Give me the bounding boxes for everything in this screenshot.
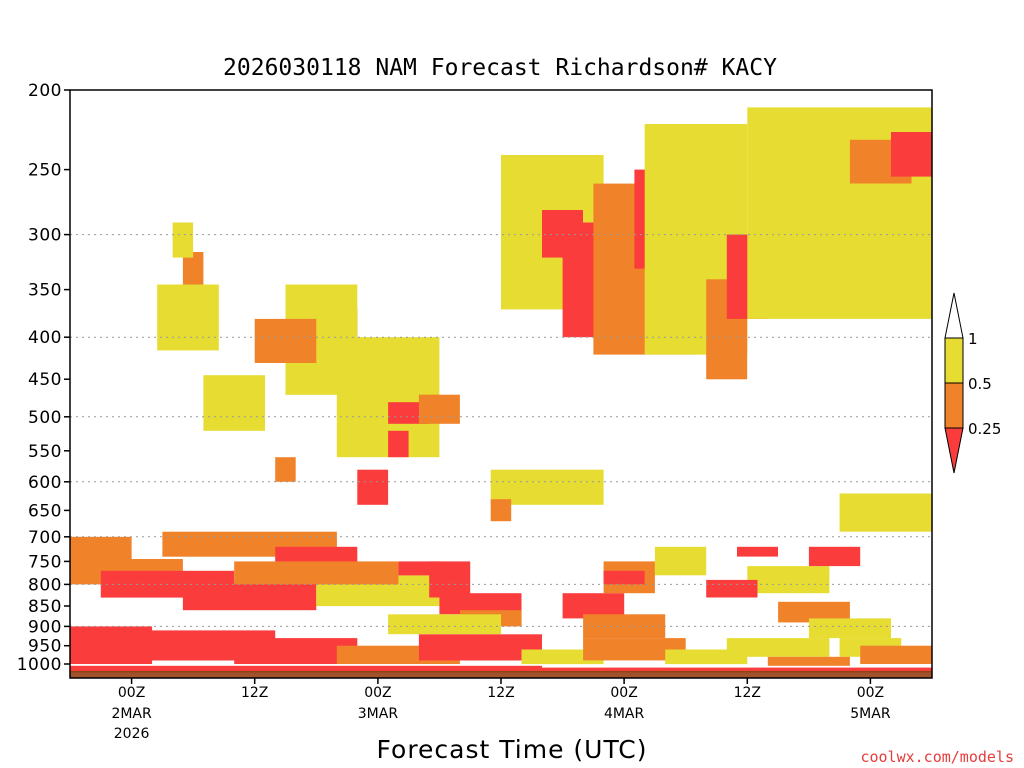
heatmap-cell-72 [726,638,830,657]
x-tick-date-2: 3MAR [358,706,399,722]
x-tick-label-0: 00Z [118,685,145,701]
y-tick-label-650: 650 [28,501,62,521]
heatmap-cell-14 [275,457,296,482]
heatmap-cell-46 [439,593,522,615]
y-tick-label-700: 700 [28,528,62,548]
heatmap-cell-71 [665,649,748,665]
chart-title: 2026030118 NAM Forecast Richardson# KACY [223,55,777,81]
legend: 1 0.5 0.25 [944,292,1001,474]
heatmap-cell-59 [808,618,891,639]
y-tick-label-850: 850 [28,597,62,617]
heatmap-cell-48 [388,614,501,635]
heatmap-cell-63 [542,667,932,672]
y-tick-label-500: 500 [28,408,62,428]
heatmap-cell-44 [398,561,440,576]
y-tick-label-550: 550 [28,442,62,462]
y-tick-label-750: 750 [28,552,62,572]
heatmap-cell-33 [490,499,512,522]
heatmap-cell-10 [388,402,430,424]
y-tick-label-300: 300 [28,226,62,246]
y-tick-label-1000: 1000 [17,655,62,675]
legend-bin-yellow [944,337,964,384]
heatmap-cell-57 [778,601,850,623]
x-tick-label-6: 00Z [857,685,884,701]
heatmap-cell-43 [234,561,399,585]
heatmap-cell-11 [388,430,409,458]
heatmap-cell-53 [654,546,707,576]
heatmap-cell-62 [70,665,542,672]
heatmap-cell-35 [839,493,932,532]
heatmap-cell-51 [603,570,645,585]
y-tick-label-950: 950 [28,637,62,657]
heatmap-cell-73 [767,656,850,666]
y-tick-label-600: 600 [28,473,62,493]
heatmap-cell-55 [737,546,778,557]
legend-bin-bottom [944,427,964,474]
y-tick-label-900: 900 [28,617,62,637]
y-tick-label-200: 200 [28,81,62,101]
heatmap-cell-66 [234,638,358,664]
heatmap-cell-7 [254,318,317,363]
x-tick-label-5: 12Z [734,685,761,701]
heatmap-cell-12 [418,394,460,424]
heatmap-cell-58 [808,546,861,567]
x-tick-label-1: 12Z [241,685,268,701]
heatmap-cell-56 [706,579,758,598]
heatmap-cell-13 [357,469,389,505]
heatmap-cell-54 [747,566,830,594]
y-axis: 200 250 300 350 400 450 500 550 600 650 700 750 8008… [17,81,70,675]
heatmap-cell-69 [521,649,604,665]
legend-label-2: 0.25 [968,420,1001,438]
x-tick-label-3: 12Z [487,685,514,701]
heatmap-cell-61 [860,645,932,664]
y-tick-label-350: 350 [28,281,62,301]
heatmap-cell-41 [275,546,358,567]
x-tick-label-2: 00Z [364,685,391,701]
heatmap-cell-68 [418,634,542,661]
terrain-layer [70,671,932,678]
heatmap-cell-4 [203,375,265,431]
x-tick-year-0: 2026 [114,726,150,742]
heatmap-cell-32 [490,469,604,505]
heatmap-cell-2 [172,222,194,258]
x-tick-label-4: 00Z [610,685,637,701]
y-tick-label-450: 450 [28,370,62,390]
legend-bin-orange [944,382,964,429]
y-tick-label-250: 250 [28,161,62,181]
x-tick-date-0: 2MAR [111,706,152,722]
x-tick-date-6: 5MAR [850,706,891,722]
legend-label-1: 0.5 [968,375,992,393]
heatmap-cell-39 [182,582,317,611]
heatmap-cell-1 [157,284,219,351]
x-axis-label: Forecast Time (UTC) [377,735,648,764]
x-axis: 00Z 2MAR 2026 12Z 00Z 3MAR 12Z 00Z 4MAR 12Z 00Z 5MA… [111,678,891,742]
legend-bin-top [944,292,964,339]
heatmap-cell-64 [70,626,153,664]
heatmap-cell-52 [583,614,666,639]
credit-link[interactable]: coolwx.com/models [860,748,1014,766]
heatmap-cell-30 [891,132,932,177]
x-tick-date-4: 4MAR [604,706,645,722]
legend-label-0: 1 [968,330,978,348]
y-tick-label-800: 800 [28,575,62,595]
heatmap-cell-70 [583,638,686,661]
heatmap-cells [70,107,932,672]
terrain-band [70,671,932,678]
heatmap-cell-49 [562,593,625,619]
heatmap-cell-45 [429,561,471,598]
y-tick-label-400: 400 [28,328,62,348]
